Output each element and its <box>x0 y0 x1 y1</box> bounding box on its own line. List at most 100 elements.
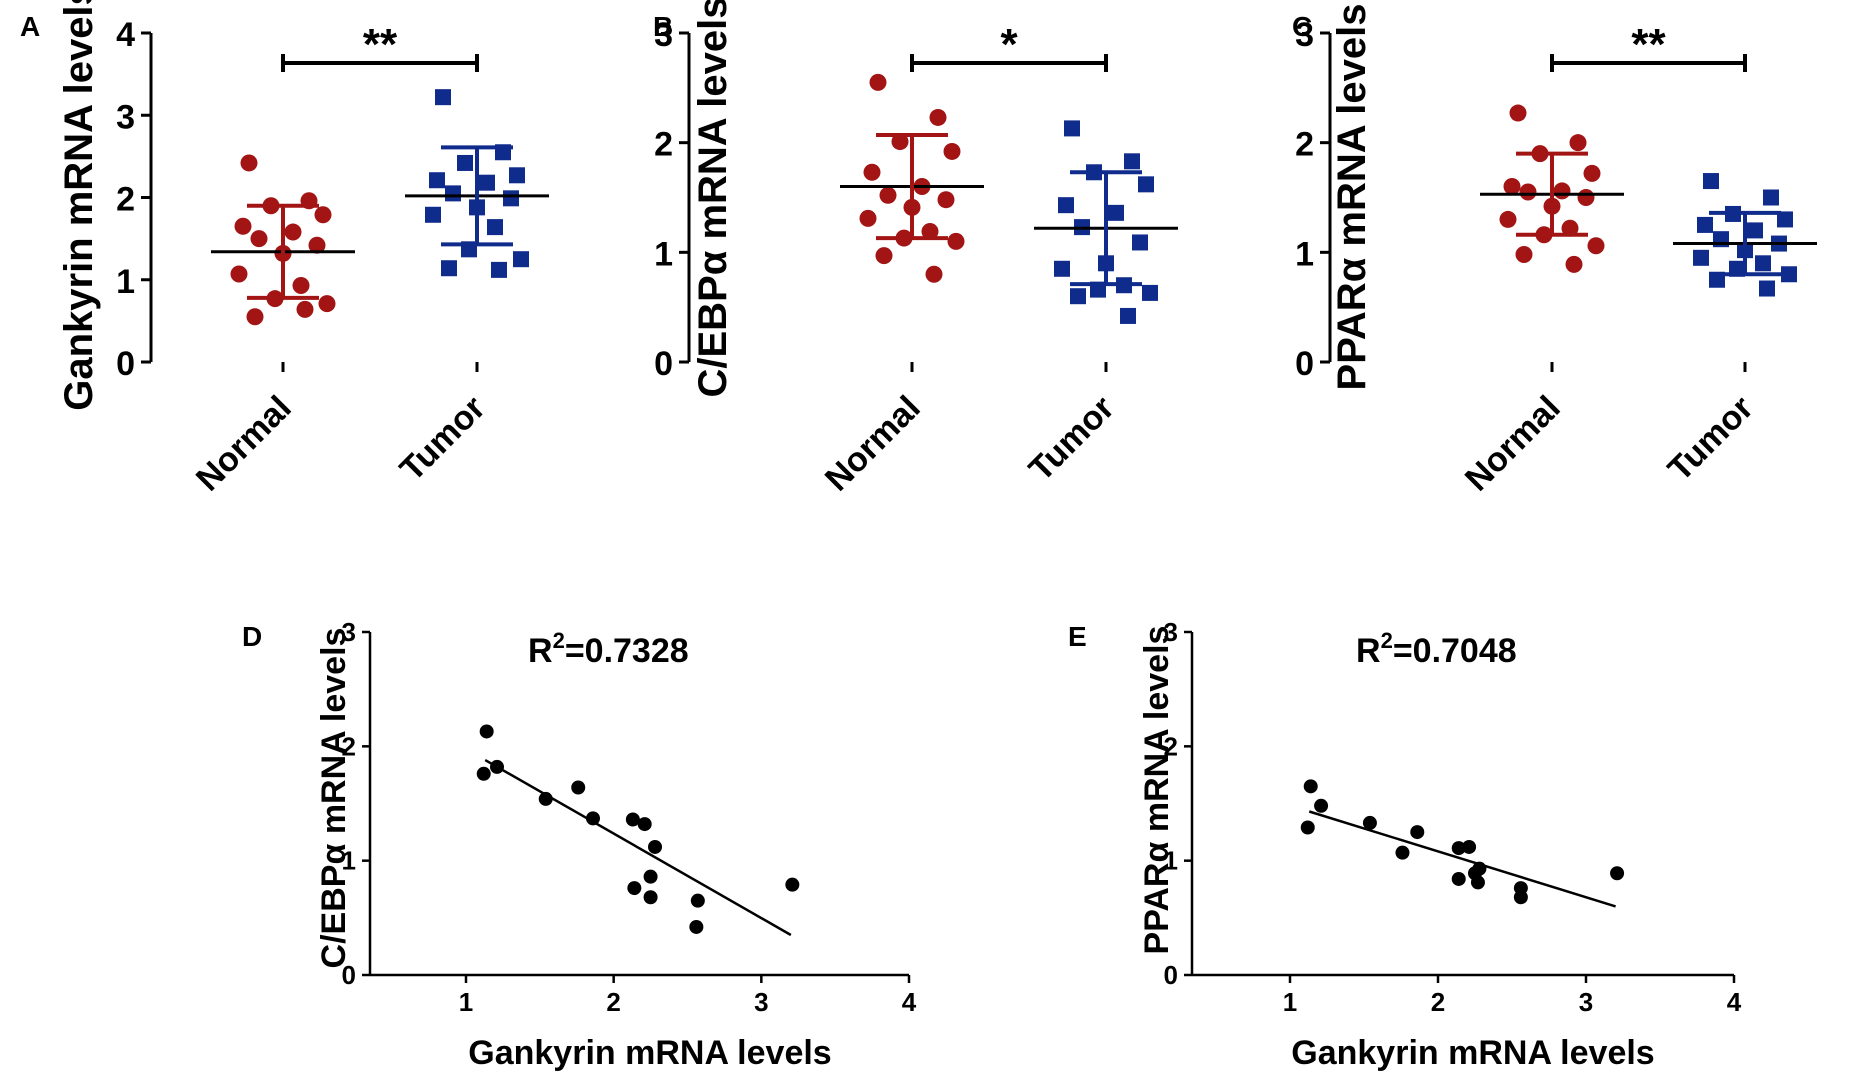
panel-a-point-tumor <box>441 260 457 277</box>
panel-c-point-normal <box>1499 210 1517 228</box>
panel-a-chart: A 0 1 2 3 4 Normal Tumor ** Gankyrin mRNA level… <box>20 0 549 498</box>
panel-c-point-normal <box>1509 104 1527 122</box>
panel-e-y-tick-label: 2 <box>1164 731 1178 761</box>
panel-d-plot: 0 1 2 3 1 2 3 4 <box>342 617 917 1017</box>
panel-a-point-tumor <box>503 190 519 207</box>
panel-a-point-tumor <box>435 89 451 106</box>
panel-c-point-tumor <box>1759 280 1775 297</box>
panel-d-chart: D 0 1 2 3 1 2 3 4 C/EBPα mRNA levels Gankyrin m… <box>242 617 917 1072</box>
panel-c-point-normal <box>1583 164 1601 182</box>
panel-e-chart: E 0 1 2 3 1 2 3 4 PPARα mRNA levels Gankyrin mR… <box>1068 617 1742 1072</box>
panel-a-point-normal <box>308 236 326 254</box>
panel-b-y-tick-label: 2 <box>654 126 673 164</box>
panel-c-point-normal <box>1519 183 1537 201</box>
panel-c-point-tumor <box>1777 211 1793 228</box>
panel-d-xlabel: Gankyrin mRNA levels <box>468 1034 831 1072</box>
panel-e-y-tick-label: 0 <box>1164 960 1178 990</box>
panel-a-point-tumor <box>445 185 461 202</box>
panel-b-category-label-normal: Normal <box>818 389 928 499</box>
panel-b-significance-stars: * <box>1000 20 1018 69</box>
panel-d-y-tick-label: 1 <box>342 846 356 876</box>
panel-d-x-tick-label: 3 <box>754 987 768 1017</box>
panel-a-point-tumor <box>513 251 529 268</box>
panel-a-point-tumor <box>509 167 525 184</box>
panel-a-point-normal <box>250 230 268 248</box>
panel-d-y-tick-label: 3 <box>342 617 356 647</box>
panel-c-letter: C <box>1292 11 1312 42</box>
panel-b-point-normal <box>929 108 947 126</box>
panel-e-point <box>1451 841 1466 856</box>
panel-b-point-normal <box>925 265 943 283</box>
panel-c-point-normal <box>1515 246 1533 264</box>
panel-b-point-tumor <box>1124 153 1140 170</box>
panel-c-point-normal <box>1587 237 1605 255</box>
panel-e-point <box>1314 798 1329 813</box>
panel-e-point <box>1410 825 1425 840</box>
panel-a-point-normal <box>284 223 302 241</box>
panel-c-significance-stars: ** <box>1631 20 1666 69</box>
panel-c-point-tumor <box>1703 173 1719 190</box>
panel-d-point <box>476 766 491 781</box>
panel-d-point <box>585 811 600 826</box>
panel-b-point-tumor <box>1108 204 1124 221</box>
panel-c-point-normal <box>1577 189 1595 206</box>
panel-a-category-label-normal: Normal <box>189 389 299 499</box>
panel-c-point-normal <box>1565 255 1583 273</box>
panel-c-y-tick-label: 1 <box>1295 235 1314 273</box>
panel-c-chart: C 0 1 2 3 Normal Tumor ** PPARα mRNA levels <box>1292 4 1817 498</box>
panel-b-point-normal <box>943 142 961 160</box>
panel-e-point <box>1451 871 1466 886</box>
panel-d-point <box>627 881 642 896</box>
panel-e-ylabel: PPARα mRNA levels <box>1138 626 1176 955</box>
panel-b-y-tick-label: 3 <box>654 16 673 54</box>
panel-d-letter: D <box>242 621 262 652</box>
panel-b-point-normal <box>947 232 965 250</box>
panel-e-plot: 0 1 2 3 1 2 3 4 <box>1164 617 1742 1017</box>
panel-d-x-tick-label: 1 <box>459 987 473 1017</box>
panel-d-y-tick-label: 0 <box>342 960 356 990</box>
panel-b-point-normal <box>869 73 887 91</box>
panel-e-point <box>1470 875 1485 890</box>
panel-a-point-tumor <box>479 174 495 191</box>
panel-c-point-tumor <box>1747 222 1763 239</box>
panel-b-point-tumor <box>1138 176 1154 193</box>
panel-a-y-tick-label: 2 <box>116 181 135 219</box>
panel-a-letter: A <box>20 11 40 42</box>
panel-d-point <box>648 839 663 854</box>
panel-d-x-tick-label: 2 <box>606 987 620 1017</box>
panel-d-regression-line <box>484 758 792 937</box>
panel-b-point-normal <box>875 247 893 265</box>
panel-d-point <box>490 759 505 774</box>
panel-b-category-label-tumor: Tumor <box>1022 389 1122 489</box>
panel-b-point-normal <box>921 222 939 240</box>
panel-b-point-tumor <box>1142 284 1158 301</box>
panel-a-point-tumor <box>487 219 503 236</box>
panel-a-point-normal <box>240 154 258 172</box>
panel-d-point <box>571 780 586 795</box>
panel-b-point-normal <box>879 186 897 204</box>
panel-b-chart: B 0 1 2 3 Normal Tumor * C/EBPα mRNA levels <box>653 0 1178 498</box>
panel-a-y-tick-label: 0 <box>116 345 135 383</box>
panel-b-point-tumor <box>1054 260 1070 277</box>
panel-b-point-tumor <box>1070 288 1086 305</box>
panel-d-r2-annotation: R2=0.7328 <box>528 628 689 670</box>
panel-a-y-tick-label: 3 <box>116 98 135 136</box>
panel-a-point-normal <box>292 277 310 295</box>
panel-b-point-tumor <box>1120 307 1136 324</box>
panel-a-point-tumor <box>429 172 445 189</box>
panel-c-point-tumor <box>1697 216 1713 233</box>
panel-a-category-label-tumor: Tumor <box>393 389 493 489</box>
panel-e-point <box>1362 815 1377 830</box>
panel-a-point-tumor <box>491 261 507 278</box>
panel-d-point <box>625 812 640 827</box>
panel-b-point-tumor <box>1064 120 1080 137</box>
panel-e-xlabel: Gankyrin mRNA levels <box>1291 1034 1654 1072</box>
panel-c-y-tick-label: 3 <box>1295 16 1314 54</box>
panel-e-point <box>1462 839 1477 854</box>
panel-d-point <box>637 817 652 832</box>
panel-e-x-tick-label: 4 <box>1727 987 1742 1017</box>
panel-a-point-normal <box>314 206 332 224</box>
panel-a-point-normal <box>296 300 314 318</box>
panel-c-point-normal <box>1561 219 1579 237</box>
panel-d-point <box>643 890 658 905</box>
